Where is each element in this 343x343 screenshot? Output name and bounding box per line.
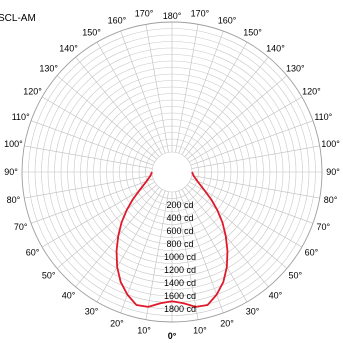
angle-tick-label: 90° [4,167,18,177]
angle-tick-label: 170° [135,8,154,18]
angle-tick-label: 100° [4,139,23,149]
radial-tick-label: 600 cd [166,226,193,236]
grid-ring [125,125,219,219]
angle-tick-label: 70° [14,222,28,232]
angle-tick-label: 50° [42,270,56,280]
grid-ring [93,93,251,251]
angle-tick-label: 120° [302,87,321,97]
grid-ring [47,47,297,297]
angle-tick-label: 150° [243,28,262,38]
grid-ring [41,41,303,303]
angle-tick-label: 30° [246,306,260,316]
radial-tick-label: 1200 cd [164,265,196,275]
angle-tick-label: 90° [326,167,340,177]
angle-tick-label: 170° [191,8,210,18]
angle-tick-label: 150° [82,28,101,38]
angle-tick-label: 10° [137,326,151,336]
angle-tick-label: 30° [85,306,99,316]
radial-tick-label: 1800 cd [164,304,196,314]
angle-tick-label: 0° [168,331,177,341]
polar-grid [21,21,323,323]
intensity-curve [115,171,229,308]
angle-tick-label: 50° [289,270,303,280]
grid-ring [80,80,264,264]
grid-ring [112,112,232,232]
grid-ring [21,21,323,323]
angle-tick-label: 100° [321,139,340,149]
radial-tick-label: 200 cd [166,200,193,210]
grid-ring [138,138,206,206]
angle-tick-label: 20° [220,318,234,328]
grid-ring [119,119,225,225]
radial-tick-label: 1600 cd [164,291,196,301]
angle-tick-label: 80° [7,195,21,205]
angle-tick-label: 140° [59,44,78,54]
angle-tick-labels: 0° 10° 10° 20° 20° 30° 30° 40° 40° 50° 50° 60° 60° 70… [4,8,340,341]
grid-ring [54,54,290,290]
grid-ring [151,151,193,193]
radial-tick-label: 400 cd [166,213,193,223]
angle-tick-label: 20° [110,318,124,328]
angle-tick-label: 110° [314,112,332,122]
grid-ring [145,145,199,199]
angle-tick-label: 60° [305,248,319,258]
intensity-curve-group [115,171,229,308]
chart-title: SCL-AM [0,13,36,24]
angle-tick-label: 120° [23,87,42,97]
grid-ring [60,60,284,284]
angle-tick-label: 140° [266,44,285,54]
grid-ring [28,28,316,316]
angle-tick-label: 160° [108,16,127,26]
grid-ring [73,73,271,271]
grid-ring [86,86,258,258]
angle-tick-label: 10° [193,326,207,336]
angle-tick-label: 60° [26,248,40,258]
grid-ring [132,132,212,212]
grid-ring [34,34,310,310]
grid-ring [67,67,277,277]
radial-tick-label: 800 cd [166,239,193,249]
angle-tick-label: 80° [324,195,338,205]
angle-tick-label: 40° [269,290,283,300]
grid-ring [99,99,245,245]
radial-tick-labels: 200 cd 400 cd 600 cd 800 cd 1000 cd 1200 cd 14… [164,200,196,314]
angle-tick-label: 110° [12,112,30,122]
grid-ring [106,106,238,238]
angle-tick-label: 130° [39,64,58,74]
angle-tick-label: 70° [316,222,330,232]
angle-tick-label: 160° [218,16,237,26]
angle-tick-label: 180° [163,11,182,21]
angle-tick-label: 130° [286,64,305,74]
radial-tick-label: 1000 cd [164,252,196,262]
radial-tick-label: 1400 cd [164,278,196,288]
angle-tick-label: 40° [62,290,76,300]
